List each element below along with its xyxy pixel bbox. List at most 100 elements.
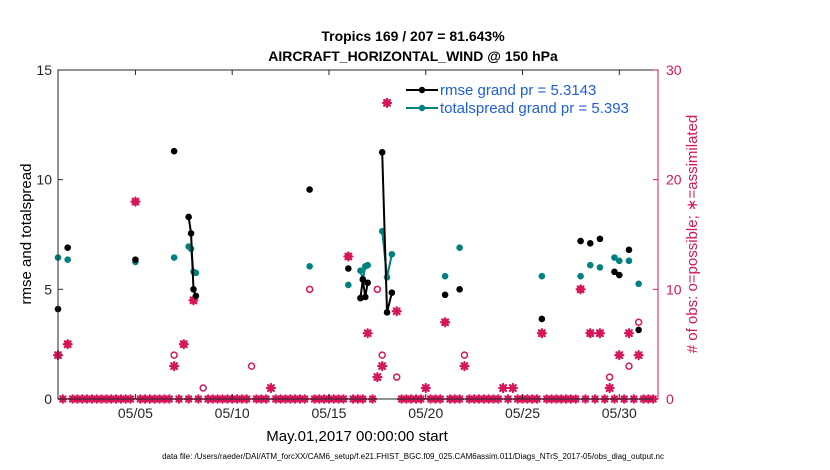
obs-assimilated-marker (62, 339, 73, 350)
legend: rmse grand pr = 5.3143 totalspread grand… (402, 81, 644, 119)
obs-assimilated-marker (343, 251, 354, 262)
obs-possible-marker (170, 351, 178, 359)
obs-assimilated-marker (594, 328, 606, 339)
spread-point (456, 244, 463, 251)
obs-possible-marker (378, 351, 386, 359)
rmse-point (615, 271, 623, 279)
legend-rmse-marker (418, 86, 426, 94)
spread-point (192, 269, 200, 277)
rmse-point (635, 326, 642, 334)
axes-layer: 05/05 05/10 05/15 05/20 05/25 05/30 0 5 10 15 0 10 2… (36, 62, 681, 421)
obs-possible-marker (625, 362, 633, 370)
spread-point (170, 254, 178, 261)
obs-possible-marker (634, 318, 643, 326)
series-layer (54, 147, 642, 334)
obs-possible-marker (305, 285, 314, 294)
spread-point (625, 257, 633, 265)
obs-assimilated-marker (459, 361, 470, 372)
y-left-tick-label: 15 (36, 62, 52, 78)
obs-assimilated-marker (391, 306, 402, 317)
spread-point (586, 261, 594, 269)
obs-possible-marker (605, 373, 614, 381)
obs-assimilated-marker (130, 196, 141, 207)
obs-possible-marker (392, 373, 401, 381)
rmse-line-segment (187, 216, 197, 297)
legend-box (402, 81, 644, 119)
rmse-point (388, 289, 396, 296)
obs-assimilated-marker (188, 295, 199, 306)
obs-assimilated-marker (633, 350, 644, 361)
rmse-point (64, 244, 71, 251)
x-tick-label: 05/05 (118, 405, 153, 421)
y-left-tick-label: 5 (44, 281, 52, 297)
y-right-tick-label: 10 (666, 281, 682, 297)
rmse-point (170, 147, 178, 155)
rmse-point (538, 315, 546, 323)
obs-assimilated-marker (507, 382, 518, 394)
obs-assimilated-marker (178, 339, 189, 350)
obs-possible-marker (247, 362, 256, 370)
y-right-tick-label: 20 (666, 172, 682, 188)
spread-point (388, 250, 396, 258)
y-axis-right-label: # of obs: o=possible; ∗=assimilated (684, 115, 701, 354)
x-tick-label: 05/25 (505, 405, 540, 421)
obs-assimilated-marker (585, 328, 596, 339)
chart-title-line2: AIRCRAFT_HORIZONTAL_WIND @ 150 hPa (268, 48, 558, 64)
rmse-point (383, 309, 391, 316)
rmse-point (577, 237, 584, 245)
obs-assimilated-marker (536, 328, 547, 339)
chart-title-line1: Tropics 169 / 207 = 81.643% (321, 28, 505, 44)
spread-point (357, 267, 364, 274)
spread-point (64, 256, 71, 264)
spread-point (364, 261, 371, 269)
obs-assimilated-marker (614, 350, 625, 361)
spread-point (635, 280, 642, 288)
obs-assimilated-marker (439, 317, 451, 328)
x-tick-label: 05/10 (215, 405, 250, 421)
rmse-point (359, 276, 367, 283)
rmse-point (611, 268, 618, 276)
rmse-point (190, 286, 197, 293)
rmse-point (586, 239, 594, 247)
spread-point (596, 264, 604, 271)
y-right-tick-label: 0 (666, 391, 674, 407)
obs-assimilated-marker (498, 382, 509, 394)
obs-assimilated-marker (381, 97, 393, 108)
rmse-point (456, 286, 463, 293)
obs-assimilated-marker (420, 382, 431, 394)
x-axis-label: May.01,2017 00:00:00 start (266, 428, 448, 445)
obs-assimilated-marker (623, 328, 635, 339)
y-right-tick-label: 30 (666, 62, 682, 78)
legend-spread-marker (418, 104, 426, 112)
spread-point (615, 257, 623, 265)
rmse-point (185, 213, 192, 221)
spread-point (577, 272, 584, 280)
x-tick-label: 05/20 (408, 405, 443, 421)
obs-possible-marker (199, 384, 207, 392)
y-left-tick-label: 10 (36, 172, 52, 188)
legend-rmse-label: rmse grand pr = 5.3143 (440, 82, 596, 99)
rmse-point (378, 148, 386, 156)
x-tick-label: 05/30 (602, 405, 637, 421)
spread-point (538, 272, 546, 280)
spread-point (441, 272, 449, 280)
rmse-point (132, 256, 139, 264)
rmse-point (187, 230, 195, 237)
rmse-point (596, 235, 604, 243)
rmse-point (306, 186, 313, 193)
spread-point (345, 281, 352, 289)
rmse-line-segment (359, 279, 369, 299)
plot-area (58, 70, 658, 399)
obs-assimilated-marker (604, 382, 615, 394)
y-left-tick-label: 0 (44, 391, 52, 407)
obs-assimilated-marker (575, 284, 586, 295)
rmse-point (364, 279, 371, 287)
rmse-point (441, 291, 449, 299)
obs-assimilated-marker (377, 361, 388, 372)
spread-point (611, 254, 618, 261)
obs-assimilated-marker (265, 382, 277, 394)
rmse-point (192, 292, 200, 300)
rmse-point (361, 293, 369, 301)
obs-assimilated-marker (362, 328, 373, 339)
